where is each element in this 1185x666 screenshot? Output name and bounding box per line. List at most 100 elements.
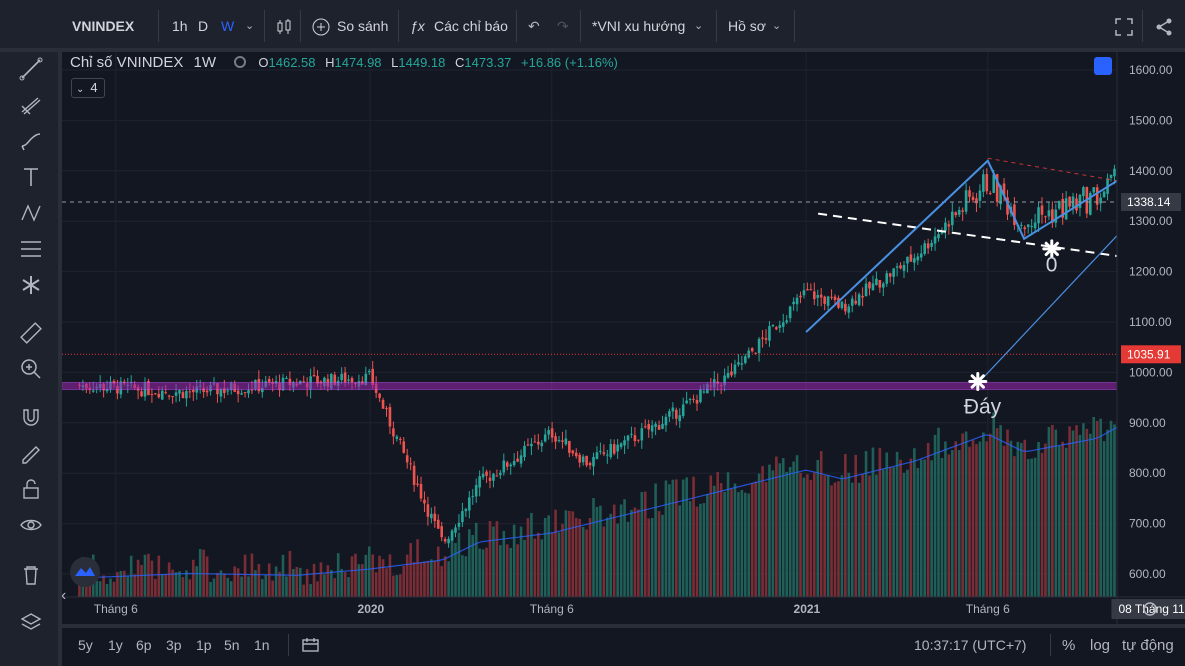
volume-bar bbox=[702, 503, 706, 597]
range-6p-button[interactable]: 6p bbox=[136, 637, 152, 653]
trash-icon[interactable] bbox=[16, 560, 46, 590]
volume-bar bbox=[537, 532, 540, 597]
candle-body bbox=[502, 460, 506, 473]
brush-icon[interactable] bbox=[16, 126, 46, 156]
volume-bar bbox=[595, 506, 599, 597]
eye-icon[interactable] bbox=[16, 510, 46, 540]
zoom-icon[interactable] bbox=[16, 354, 46, 384]
price-tick-label: 900.00 bbox=[1129, 416, 1166, 430]
icon-shapes-icon[interactable] bbox=[16, 270, 46, 300]
volume-bar bbox=[250, 553, 254, 597]
layout-dropdown-icon[interactable]: ⌄ bbox=[694, 20, 704, 32]
volume-bar bbox=[326, 565, 330, 597]
candle-body bbox=[747, 350, 751, 358]
date-range-icon[interactable] bbox=[302, 637, 320, 656]
candle-body bbox=[495, 475, 499, 477]
auto-scale-button[interactable]: tự động bbox=[1122, 637, 1174, 654]
interval-1h-button[interactable]: 1h bbox=[172, 18, 188, 34]
range-3p-button[interactable]: 3p bbox=[166, 637, 182, 653]
share-icon[interactable] bbox=[1154, 12, 1174, 40]
volume-bar bbox=[181, 577, 185, 597]
volume-bar bbox=[619, 504, 623, 597]
candle-body bbox=[1051, 209, 1054, 223]
chart-pane[interactable]: Đỉnh0Đáy1282120510571360980Hỗ trợ1600.00… bbox=[62, 52, 1185, 624]
candle-body bbox=[761, 337, 764, 339]
volume-bar bbox=[223, 573, 226, 597]
candle-body bbox=[1002, 183, 1006, 196]
volume-bar bbox=[871, 447, 875, 597]
range-1n-button[interactable]: 1n bbox=[254, 637, 270, 653]
candle-body bbox=[1033, 222, 1037, 229]
profile-dropdown-icon[interactable]: ⌄ bbox=[772, 20, 782, 32]
lock-drawing-icon[interactable] bbox=[16, 438, 46, 468]
volume-bar bbox=[947, 454, 951, 597]
trend-line-icon[interactable] bbox=[16, 54, 46, 84]
volume-bar bbox=[985, 441, 989, 597]
range-5y-button[interactable]: 5y bbox=[78, 637, 93, 653]
magnet-icon[interactable] bbox=[16, 402, 46, 432]
trend-line-white bbox=[817, 212, 1185, 267]
volume-bar bbox=[150, 560, 154, 597]
pitchfork-icon[interactable] bbox=[16, 90, 46, 120]
volume-bar bbox=[861, 474, 864, 597]
candle-body bbox=[219, 389, 223, 397]
compare-button[interactable]: So sánh bbox=[337, 18, 389, 34]
settings-dot-icon[interactable] bbox=[234, 56, 247, 68]
volume-bar bbox=[481, 549, 485, 597]
candle-body bbox=[185, 391, 188, 399]
candle-body bbox=[485, 471, 488, 476]
chart-canvas[interactable]: Đỉnh0Đáy1282120510571360980Hỗ trợ1600.00… bbox=[62, 52, 1185, 624]
volume-bar bbox=[1009, 440, 1013, 597]
undo-icon[interactable]: ↶ bbox=[528, 18, 540, 34]
candle-body bbox=[350, 378, 354, 383]
compare-plus-icon[interactable] bbox=[312, 12, 330, 40]
layout-name-button[interactable]: *VNI xu hướng bbox=[592, 18, 686, 34]
candle-body bbox=[333, 374, 337, 385]
clock-timezone-button[interactable]: 10:37:17 (UTC+7) bbox=[914, 637, 1027, 653]
candle-body bbox=[381, 399, 385, 409]
text-icon[interactable] bbox=[16, 162, 46, 192]
volume-bar bbox=[830, 485, 833, 597]
indicators-button[interactable]: Các chỉ báo bbox=[434, 18, 508, 34]
symbol-search-button[interactable]: VNINDEX bbox=[72, 18, 135, 34]
candle-body bbox=[806, 289, 809, 291]
volume-bar bbox=[606, 517, 609, 597]
candle-body bbox=[826, 296, 830, 306]
candle-body bbox=[985, 174, 989, 192]
interval-dropdown-icon[interactable]: ⌄ bbox=[245, 20, 255, 32]
candle-body bbox=[637, 439, 640, 441]
pattern-icon[interactable] bbox=[16, 198, 46, 228]
volume-bar bbox=[247, 576, 250, 597]
candles-icon[interactable] bbox=[275, 12, 293, 40]
candle-body bbox=[802, 290, 806, 296]
percent-scale-button[interactable]: % bbox=[1062, 637, 1076, 654]
log-scale-button[interactable]: log bbox=[1090, 637, 1111, 654]
range-1y-button[interactable]: 1y bbox=[108, 637, 123, 653]
candle-body bbox=[150, 394, 154, 396]
range-5n-button[interactable]: 5n bbox=[224, 637, 240, 653]
volume-bar bbox=[885, 452, 889, 597]
fullscreen-icon[interactable] bbox=[1114, 12, 1134, 40]
interval-d-button[interactable]: D bbox=[198, 18, 209, 34]
volume-bar bbox=[661, 514, 664, 597]
interval-w-button[interactable]: W bbox=[221, 18, 235, 34]
volume-bar bbox=[305, 569, 309, 597]
ruler-icon[interactable] bbox=[16, 318, 46, 348]
candle-body bbox=[833, 296, 837, 301]
candle-body bbox=[954, 212, 958, 216]
layers-icon[interactable] bbox=[16, 608, 46, 638]
volume-bar bbox=[533, 538, 537, 597]
volume-bar bbox=[706, 494, 709, 597]
volume-bar bbox=[882, 469, 885, 597]
volume-bar bbox=[236, 568, 240, 597]
lock-icon[interactable] bbox=[16, 474, 46, 504]
indicators-fx-icon[interactable]: ƒx bbox=[410, 18, 425, 34]
redo-icon[interactable]: ↷ bbox=[557, 18, 569, 34]
fib-icon[interactable] bbox=[16, 234, 46, 264]
profile-button[interactable]: Hồ sơ bbox=[728, 18, 766, 34]
range-1p-button[interactable]: 1p bbox=[196, 637, 212, 653]
channel-lower-red bbox=[987, 157, 1185, 194]
volume-bar bbox=[343, 572, 347, 597]
candle-body bbox=[599, 450, 602, 452]
indicators-toggle[interactable]: ⌄ 4 bbox=[71, 78, 105, 98]
